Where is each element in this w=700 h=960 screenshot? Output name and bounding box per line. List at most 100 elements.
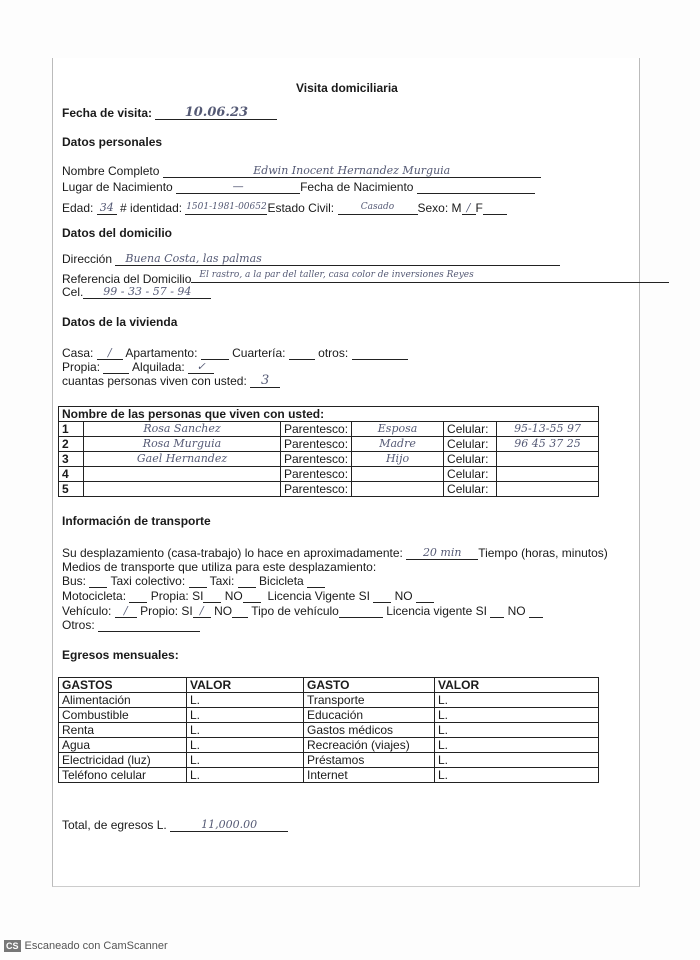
celular-label: Celular: bbox=[443, 481, 498, 497]
egreso-gasto: Educación bbox=[303, 707, 435, 723]
egreso-valor: L. bbox=[434, 737, 599, 753]
egreso-gasto: Recreación (viajes) bbox=[303, 737, 435, 753]
persona-row: 3 Gael Hernandez Parentesco: Hijo Celular: bbox=[58, 451, 599, 467]
scanner-footer: CS Escaneado con CamScanner bbox=[4, 940, 168, 952]
referencia-label: Referencia del Domicilio bbox=[62, 272, 192, 286]
egresos-row: Renta L. Gastos médicos L. bbox=[58, 722, 599, 738]
persona-celular bbox=[496, 451, 599, 467]
lugar-label: Lugar de Nacimiento bbox=[62, 180, 173, 194]
egresos-header: VALOR bbox=[434, 677, 599, 693]
egresos-header: GASTOS bbox=[58, 677, 187, 693]
egreso-gasto: Teléfono celular bbox=[58, 767, 187, 783]
desplazamiento-value: 20 min bbox=[406, 546, 479, 560]
persona-nombre bbox=[83, 466, 281, 482]
celular-label: Celular: bbox=[443, 451, 498, 467]
egreso-gasto: Agua bbox=[58, 737, 187, 753]
propia-label: Propia: bbox=[62, 360, 101, 374]
propio-si-label: Propio: SI bbox=[140, 604, 193, 618]
persona-celular: 96 45 37 25 bbox=[496, 436, 599, 452]
propio-no-label: NO bbox=[214, 604, 233, 618]
section-datos-domicilio: Datos del domicilio bbox=[62, 226, 173, 240]
taxi-label: Taxi: bbox=[209, 574, 235, 588]
desplazamiento-label: Su desplazamiento (casa-trabajo) lo hace… bbox=[62, 546, 403, 560]
estado-label: Estado Civil: bbox=[267, 201, 335, 215]
egreso-valor: L. bbox=[186, 722, 304, 738]
section-egresos: Egresos mensuales: bbox=[62, 648, 179, 662]
personas-value: 3 bbox=[250, 374, 281, 388]
egresos-row: Teléfono celular L. Internet L. bbox=[58, 767, 599, 783]
egresos-header: VALOR bbox=[186, 677, 304, 693]
section-transporte: Información de transporte bbox=[62, 514, 211, 528]
parentesco-label: Parentesco: bbox=[279, 451, 353, 467]
sexo-label: Sexo: M bbox=[417, 201, 462, 215]
cel-value: 99 - 33 - 57 - 94 bbox=[83, 285, 212, 299]
document-title: Visita domiciliaria bbox=[296, 81, 398, 95]
alquilada-value: ✓ bbox=[188, 360, 215, 374]
vehiculo-label: Vehículo: bbox=[62, 604, 112, 618]
alquilada-label: Alquilada: bbox=[132, 360, 185, 374]
celular-label: Celular: bbox=[443, 421, 498, 437]
casa-label: Casa: bbox=[62, 346, 94, 360]
otros-transporte-label: Otros: bbox=[62, 618, 95, 632]
lugar-value: — bbox=[176, 180, 301, 194]
persona-nombre bbox=[83, 481, 281, 497]
camscanner-logo: CS bbox=[4, 940, 21, 952]
egresos-header: GASTO bbox=[303, 677, 435, 693]
egreso-valor: L. bbox=[434, 722, 599, 738]
personas-table: Nombre de las personas que viven con ust… bbox=[58, 406, 599, 497]
persona-row: 1 Rosa Sanchez Parentesco: Esposa Celular: 95… bbox=[58, 421, 599, 437]
personas-label: cuantas personas viven con usted: bbox=[62, 374, 247, 388]
persona-celular bbox=[496, 481, 599, 497]
sexo-m-value: / bbox=[461, 201, 476, 215]
parentesco-label: Parentesco: bbox=[279, 436, 353, 452]
persona-celular bbox=[496, 466, 599, 482]
egreso-valor: L. bbox=[186, 692, 304, 708]
section-datos-vivienda: Datos de la vivienda bbox=[62, 315, 178, 329]
moto-licencia-label: Licencia Vigente SI bbox=[267, 589, 370, 603]
estado-value: Casado bbox=[337, 201, 418, 215]
persona-parentesco: Esposa bbox=[351, 421, 445, 437]
egresos-table: GASTOS VALOR GASTO VALOR Alimentación L. Trans… bbox=[58, 677, 599, 783]
egresos-row: Alimentación L. Transporte L. bbox=[58, 692, 599, 708]
nombre-value: Edwin Inocent Hernandez Murguia bbox=[162, 164, 541, 178]
fecha-label: Fecha de visita: bbox=[62, 106, 153, 120]
egreso-gasto: Alimentación bbox=[58, 692, 187, 708]
edad-label: Edad: bbox=[62, 201, 94, 215]
camscanner-text: Escaneado con CamScanner bbox=[24, 940, 168, 952]
total-value: 11,000.00 bbox=[170, 818, 289, 832]
egreso-valor: L. bbox=[434, 752, 599, 768]
egreso-valor: L. bbox=[186, 752, 304, 768]
parentesco-label: Parentesco: bbox=[279, 466, 353, 482]
tiempo-label: Tiempo (horas, minutos) bbox=[478, 546, 608, 560]
moto-propia-label: Propia: SI bbox=[150, 589, 204, 603]
row-number: 3 bbox=[58, 451, 84, 467]
referencia-value: El rastro, a la par del taller, casa col… bbox=[191, 268, 670, 283]
egreso-valor: L. bbox=[434, 707, 599, 723]
casa-value: / bbox=[96, 346, 123, 360]
medios-label: Medios de transporte que utiliza para es… bbox=[62, 560, 377, 574]
egreso-gasto: Gastos médicos bbox=[303, 722, 435, 738]
egresos-row: Combustible L. Educación L. bbox=[58, 707, 599, 723]
egreso-gasto: Internet bbox=[303, 767, 435, 783]
sexo-f-label: F bbox=[475, 201, 483, 215]
tipo-vehiculo-label: Tipo de vehículo bbox=[251, 604, 339, 618]
persona-row: 2 Rosa Murguia Parentesco: Madre Celular: 96 … bbox=[58, 436, 599, 452]
persona-row: 5 Parentesco: Celular: bbox=[58, 481, 599, 497]
identidad-label: # identidad: bbox=[120, 201, 183, 215]
cel-label: Cel. bbox=[62, 285, 84, 299]
parentesco-label: Parentesco: bbox=[279, 481, 353, 497]
egreso-valor: L. bbox=[434, 767, 599, 783]
persona-nombre: Gael Hernandez bbox=[83, 451, 281, 467]
egreso-gasto: Electricidad (luz) bbox=[58, 752, 187, 768]
egreso-gasto: Combustible bbox=[58, 707, 187, 723]
bicicleta-label: Bicicleta bbox=[259, 574, 304, 588]
celular-label: Celular: bbox=[443, 436, 498, 452]
egreso-valor: L. bbox=[186, 707, 304, 723]
cuarteria-label: Cuartería: bbox=[232, 346, 286, 360]
celular-label: Celular: bbox=[443, 466, 498, 482]
persona-row: 4 Parentesco: Celular: bbox=[58, 466, 599, 482]
parentesco-label: Parentesco: bbox=[279, 421, 353, 437]
propio-si-value: / bbox=[192, 604, 211, 618]
taxi-colectivo-label: Taxi colectivo: bbox=[110, 574, 186, 588]
persona-parentesco: Madre bbox=[351, 436, 445, 452]
